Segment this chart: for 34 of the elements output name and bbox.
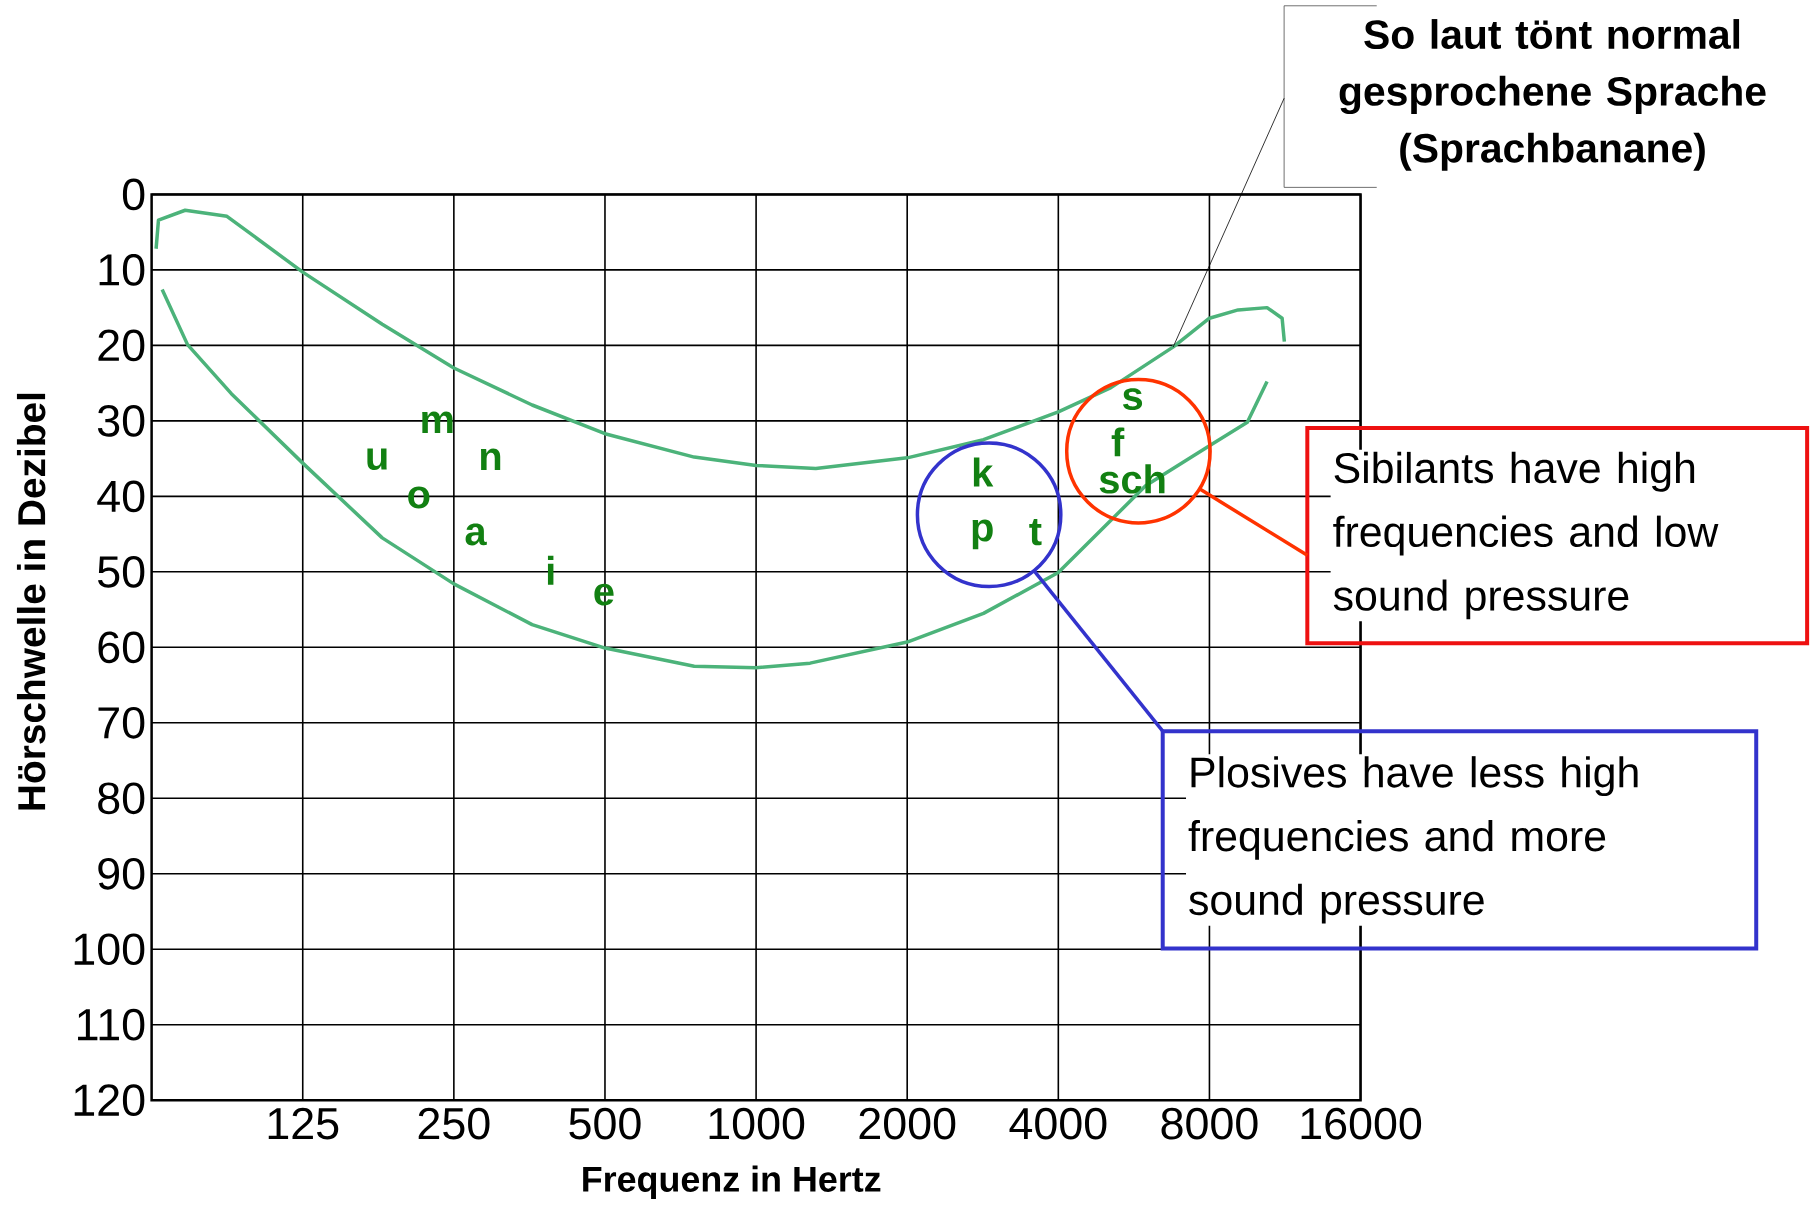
y-tick-label: 0 bbox=[122, 178, 145, 211]
x-tick-label: 250 bbox=[418, 1107, 490, 1140]
annotation: f bbox=[1111, 427, 1125, 457]
annotation: Plosives have less high frequencies and more sound pressure bbox=[1188, 756, 1638, 924]
y-tick-label: 80 bbox=[98, 782, 145, 815]
x-tick-label: 125 bbox=[268, 1107, 339, 1140]
x-tick-label: 8000 bbox=[1161, 1107, 1258, 1140]
y-tick-label: 60 bbox=[98, 631, 145, 664]
annotation: k bbox=[973, 457, 994, 487]
text: So laut tönt normal gesprochene Sprache (Sprachbanane) bbox=[1339, 19, 1766, 171]
y-tick-label: 20 bbox=[98, 329, 145, 362]
annotation: p bbox=[972, 519, 993, 550]
y-tick-label: 30 bbox=[97, 404, 145, 437]
x-tick-label: 1000 bbox=[709, 1107, 805, 1140]
x-axis-title: Frequenz in Hertz bbox=[583, 1165, 881, 1200]
x-tick-label: 16000 bbox=[1301, 1107, 1422, 1140]
annotation: a bbox=[465, 523, 487, 546]
y-tick-label: 120 bbox=[74, 1084, 145, 1117]
y-tick-label: 10 bbox=[99, 254, 145, 286]
y-tick-label: 70 bbox=[98, 706, 145, 739]
annotation: n bbox=[480, 448, 501, 471]
y-axis-title: Hörschwelle in Dezibel bbox=[16, 393, 46, 810]
annotation: Sibilants have high frequencies and low sound pressure bbox=[1333, 451, 1719, 620]
y-tick-label: 90 bbox=[98, 857, 145, 890]
annotation: t bbox=[1029, 519, 1042, 546]
annotation: s bbox=[1122, 388, 1143, 411]
x-tick-label: 4000 bbox=[1009, 1107, 1107, 1140]
annotation: u bbox=[367, 448, 387, 471]
x-tick-label: 2000 bbox=[859, 1107, 956, 1140]
y-tick-label: 50 bbox=[98, 555, 145, 588]
x-tick-label: 500 bbox=[569, 1107, 641, 1140]
y-tick-label: 100 bbox=[74, 933, 145, 966]
y-tick-label: 40 bbox=[97, 480, 145, 513]
y-tick-label: 110 bbox=[78, 1008, 145, 1041]
